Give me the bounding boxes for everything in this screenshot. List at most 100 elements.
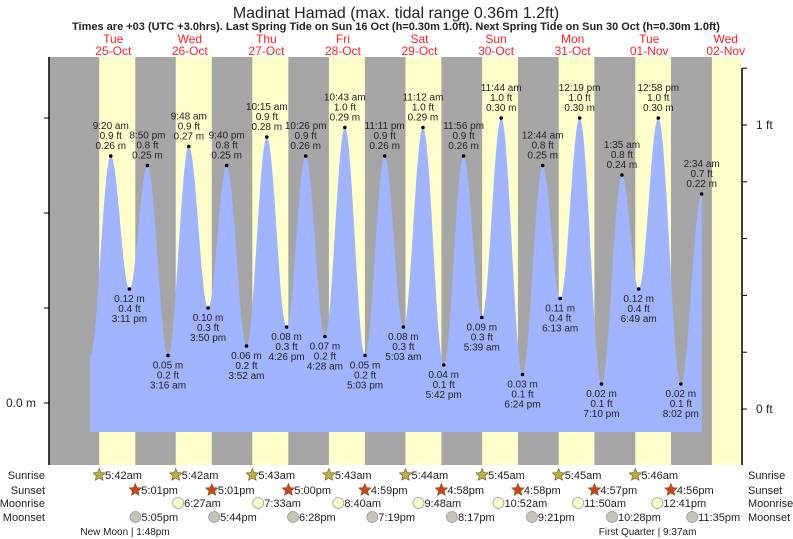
moonrise-time: 8:40am: [344, 498, 381, 510]
tide-m-label: 0.05 m: [350, 361, 381, 372]
tide-time-label: 10:15 am: [246, 102, 288, 113]
moonset-time: 10:28pm: [618, 512, 661, 524]
tide-ft-label: 0.2 ft: [157, 371, 179, 382]
tide-ft-label: 0.1 ft: [590, 399, 612, 410]
moonrise-time: 6:27am: [184, 498, 221, 510]
low-tide-point: [127, 287, 132, 291]
day-date: 27-Oct: [248, 44, 285, 58]
tide-time-label: 6:49 am: [621, 314, 657, 325]
day-date: 28-Oct: [325, 44, 362, 58]
tide-ft-label: 0.8 ft: [611, 150, 633, 161]
sunset-icon: [204, 482, 219, 496]
tide-time-label: 5:03 pm: [347, 381, 383, 392]
tide-ft-label: 0.2 ft: [354, 371, 376, 382]
moonset-time: 6:28pm: [299, 512, 336, 524]
moonrise-row-label: Moonrise: [0, 498, 45, 510]
day-date: 26-Oct: [172, 44, 209, 58]
high-tide-point: [187, 144, 191, 149]
day-name: Sun: [485, 32, 506, 46]
tide-ft-label: 1.0 ft: [569, 93, 591, 104]
sunset-icon: [128, 482, 143, 496]
tide-m-label: 0.11 m: [545, 304, 575, 315]
tide-m-label: 0.24 m: [607, 160, 638, 171]
low-tide-point: [480, 315, 484, 320]
moonrise-icon: [492, 497, 505, 509]
high-tide-point: [620, 173, 624, 177]
sunset-time: 5:01pm: [141, 485, 178, 497]
low-tide-point: [401, 325, 406, 329]
low-tide-point: [558, 296, 562, 301]
sunrise-icon: [398, 467, 413, 481]
tide-m-label: 0.02 m: [666, 389, 697, 400]
tide-time-label: 8:02 pm: [663, 409, 699, 420]
tide-time-label: 12:58 pm: [637, 83, 679, 94]
sunrise-time: 5:43am: [258, 470, 295, 482]
moonset-time: 9:21pm: [538, 512, 575, 524]
high-tide-point: [382, 154, 387, 158]
moonrise-icon: [572, 497, 585, 509]
tide-time-label: 10:43 am: [324, 93, 366, 104]
moonset-icon: [208, 511, 221, 523]
moonset-icon: [686, 511, 699, 523]
sunset-icon: [357, 482, 372, 496]
tide-m-label: 0.03 m: [507, 380, 538, 391]
tide-ft-label: 1.0 ft: [647, 93, 669, 104]
high-tide-point: [421, 125, 425, 130]
tide-m-label: 0.26 m: [448, 141, 479, 152]
high-tide-point: [303, 154, 308, 158]
tide-m-label: 0.27 m: [174, 132, 205, 143]
sunset-time: 4:57pm: [600, 485, 637, 497]
moonset-time: 5:44pm: [220, 512, 257, 524]
sunset-icon: [510, 482, 525, 496]
sunset-time: 4:56pm: [677, 485, 714, 497]
tide-m-label: 0.22 m: [686, 179, 717, 190]
low-tide-point: [166, 353, 170, 358]
tide-ft-label: 0.4 ft: [549, 314, 571, 325]
sunset-time: 4:58pm: [447, 485, 484, 497]
tide-ft-label: 0.8 ft: [136, 141, 158, 152]
tide-ft-label: 0.3 ft: [275, 342, 297, 353]
high-tide-point: [540, 163, 545, 168]
tide-curve: [90, 118, 702, 432]
day-date: 30-Oct: [478, 44, 515, 58]
tide-m-label: 0.10 m: [193, 313, 224, 324]
moonset-row-label: Moonset: [3, 512, 45, 524]
tide-time-label: 1:35 am: [604, 140, 640, 151]
tide-ft-label: 0.4 ft: [118, 304, 140, 315]
extreme-labels: 9:20 am0.9 ft0.26 m0.12 m0.4 ft3:11 pm8:…: [93, 83, 720, 420]
sunset-time: 5:01pm: [218, 485, 255, 497]
tide-time-label: 5:39 am: [464, 343, 500, 354]
tide-ft-label: 0.1 ft: [670, 399, 692, 410]
sunset-icon: [587, 482, 602, 496]
tide-time-label: 9:40 pm: [209, 131, 245, 142]
tide-m-label: 0.04 m: [428, 370, 459, 381]
tide-m-label: 0.02 m: [586, 389, 617, 400]
low-tide-point: [323, 334, 327, 339]
tide-m-label: 0.12 m: [623, 294, 654, 305]
high-tide-point: [699, 192, 704, 196]
tide-ft-label: 0.8 ft: [532, 141, 554, 152]
tide-ft-label: 0.2 ft: [235, 361, 257, 372]
high-tide-point: [265, 135, 269, 139]
tide-m-label: 0.05 m: [153, 361, 184, 372]
day-name: Thu: [256, 32, 277, 46]
tide-m-label: 0.29 m: [330, 113, 361, 124]
day-date: 29-Oct: [402, 44, 439, 58]
high-tide-point: [499, 116, 504, 120]
low-tide-point: [679, 382, 683, 386]
high-tide-point: [656, 116, 661, 120]
low-tide-point: [363, 353, 367, 358]
moonset-icon: [287, 511, 299, 523]
sunset-time: 5:00pm: [294, 485, 331, 497]
low-tide-point: [599, 382, 604, 386]
moonset-time: 11:35pm: [698, 512, 740, 524]
tide-m-label: 0.30 m: [643, 103, 674, 114]
moonrise-icon: [332, 497, 345, 509]
low-tide-point: [284, 325, 289, 329]
tide-m-label: 0.12 m: [114, 294, 145, 305]
tide-ft-label: 0.1 ft: [511, 390, 533, 401]
tide-time-label: 3:52 am: [228, 371, 264, 382]
sunrise-time: 5:42am: [105, 470, 142, 482]
